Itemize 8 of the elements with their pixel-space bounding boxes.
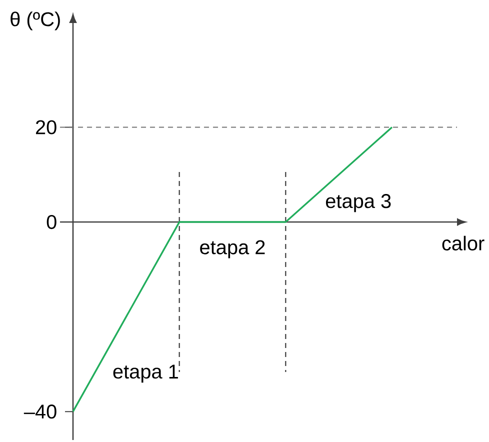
x-axis-title: calor: [442, 236, 484, 250]
y-axis-title: θ (ºC): [10, 12, 60, 30]
annotation: etapa 2: [200, 240, 265, 258]
annotation: etapa 3: [326, 194, 391, 212]
annotation: etapa 1: [113, 364, 178, 383]
y-tick-label: –40: [24, 404, 56, 419]
y-tick-label: 0: [46, 214, 56, 230]
y-tick-label: 20: [36, 120, 56, 134]
